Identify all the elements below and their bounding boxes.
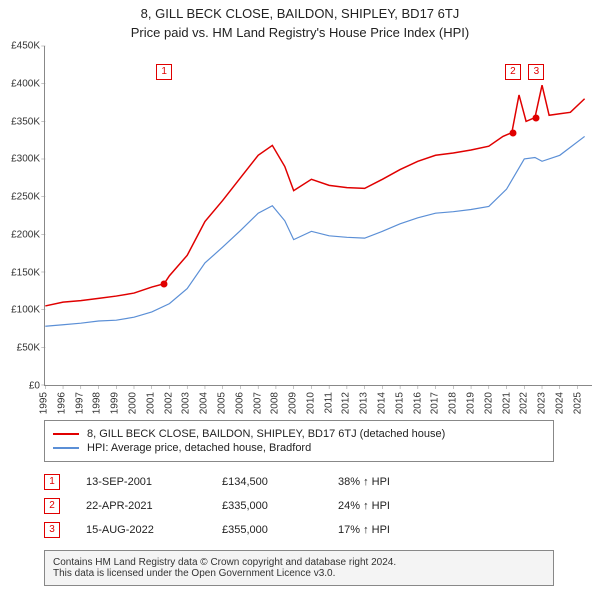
legend-label: 8, GILL BECK CLOSE, BAILDON, SHIPLEY, BD…: [87, 428, 445, 440]
title-address: 8, GILL BECK CLOSE, BAILDON, SHIPLEY, BD…: [0, 6, 600, 21]
chart-container: 8, GILL BECK CLOSE, BAILDON, SHIPLEY, BD…: [0, 0, 600, 586]
chart-area: £0£50K£100K£150K£200K£250K£300K£350K£400…: [0, 46, 600, 416]
title-subtitle: Price paid vs. HM Land Registry's House …: [0, 25, 600, 40]
sale-price: £335,000: [222, 500, 312, 512]
legend-swatch-subject: [53, 433, 79, 435]
legend-row: HPI: Average price, detached house, Brad…: [53, 441, 545, 455]
footnote-line: Contains HM Land Registry data © Crown c…: [53, 557, 545, 568]
x-axis-labels: 1995199619971998199920002001200220032004…: [44, 386, 592, 414]
sales-table: 1 13-SEP-2001 £134,500 38% ↑ HPI 2 22-AP…: [44, 470, 576, 542]
chart-marker-box: 2: [505, 64, 521, 80]
chart-marker-dot: [161, 281, 168, 288]
legend-swatch-hpi: [53, 447, 79, 449]
sale-date: 15-AUG-2022: [86, 524, 196, 536]
footnote: Contains HM Land Registry data © Crown c…: [44, 550, 554, 586]
sale-marker-icon: 3: [44, 522, 60, 538]
chart-marker-box: 1: [156, 64, 172, 80]
sale-row: 3 15-AUG-2022 £355,000 17% ↑ HPI: [44, 518, 576, 542]
chart-marker-dot: [509, 129, 516, 136]
plot-area: 1 23: [44, 46, 592, 386]
legend: 8, GILL BECK CLOSE, BAILDON, SHIPLEY, BD…: [44, 420, 554, 462]
sale-delta: 38% ↑ HPI: [338, 476, 390, 488]
y-axis-labels: £0£50K£100K£150K£200K£250K£300K£350K£400…: [0, 46, 44, 386]
sale-row: 1 13-SEP-2001 £134,500 38% ↑ HPI: [44, 470, 576, 494]
footnote-line: This data is licensed under the Open Gov…: [53, 568, 545, 579]
chart-marker-box: 3: [528, 64, 544, 80]
titles: 8, GILL BECK CLOSE, BAILDON, SHIPLEY, BD…: [0, 0, 600, 40]
sale-row: 2 22-APR-2021 £335,000 24% ↑ HPI: [44, 494, 576, 518]
sale-date: 22-APR-2021: [86, 500, 196, 512]
legend-label: HPI: Average price, detached house, Brad…: [87, 442, 311, 454]
sale-price: £134,500: [222, 476, 312, 488]
plot-svg: [45, 46, 592, 385]
sale-price: £355,000: [222, 524, 312, 536]
sale-marker-icon: 1: [44, 474, 60, 490]
sale-marker-icon: 2: [44, 498, 60, 514]
chart-marker-dot: [533, 114, 540, 121]
legend-row: 8, GILL BECK CLOSE, BAILDON, SHIPLEY, BD…: [53, 427, 545, 441]
sale-delta: 17% ↑ HPI: [338, 524, 390, 536]
sale-date: 13-SEP-2001: [86, 476, 196, 488]
sale-delta: 24% ↑ HPI: [338, 500, 390, 512]
